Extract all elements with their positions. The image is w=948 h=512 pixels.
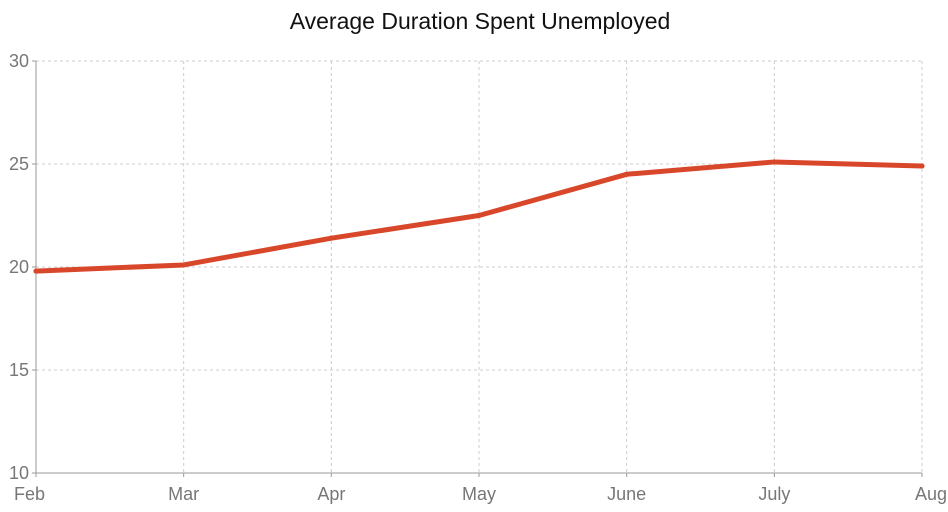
x-tick-label: Feb bbox=[14, 484, 45, 504]
y-tick-label: 25 bbox=[9, 154, 29, 174]
chart-title: Average Duration Spent Unemployed bbox=[290, 8, 671, 34]
data-point bbox=[33, 268, 39, 274]
data-point bbox=[181, 262, 187, 268]
data-point bbox=[476, 213, 482, 218]
y-tick-label: 15 bbox=[9, 360, 29, 380]
data-point bbox=[771, 159, 777, 165]
x-tick-label: June bbox=[607, 484, 646, 504]
x-tick-label: Apr bbox=[317, 484, 345, 504]
axes bbox=[32, 60, 923, 477]
x-tick-label: Aug bbox=[915, 484, 947, 504]
series-layer bbox=[33, 159, 925, 274]
y-tick-label: 20 bbox=[9, 257, 29, 277]
x-tick-label: May bbox=[462, 484, 496, 504]
data-point bbox=[624, 171, 630, 177]
y-tick-label: 10 bbox=[9, 463, 29, 483]
x-tick-label: Mar bbox=[168, 484, 199, 504]
data-point bbox=[919, 163, 925, 169]
x-tick-label: July bbox=[758, 484, 790, 504]
y-tick-label: 30 bbox=[9, 51, 29, 71]
tick-labels: 10 15 20 25 30 Feb Mar Apr May June July Aug bbox=[9, 51, 947, 504]
data-point bbox=[328, 235, 334, 241]
